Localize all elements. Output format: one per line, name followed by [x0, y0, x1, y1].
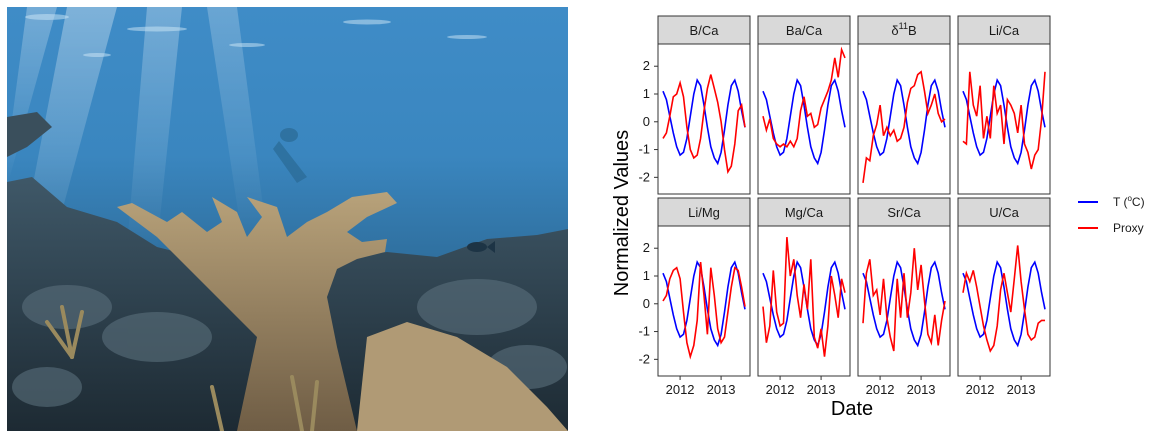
x-tick-label-2013: 2013: [807, 382, 836, 397]
x-tick-label-2012: 2012: [666, 382, 695, 397]
temperature-line-b-ca: [662, 78, 746, 166]
x-tick-label-2012: 2012: [766, 382, 795, 397]
rock-texture: [12, 279, 567, 407]
snorkeler-silhouette: [273, 128, 307, 183]
y-tick-label-1--2: -2: [638, 351, 650, 366]
panel-strip-li-mg: [657, 197, 751, 227]
panel-frame--11b: [857, 43, 951, 195]
panel-frame-ba-ca: [757, 43, 851, 195]
panel-label-li-ca: Li/Ca: [989, 23, 1020, 38]
panel-label-u-ca: U/Ca: [989, 205, 1019, 220]
legend-label-temperature: T (oC): [1113, 194, 1145, 209]
y-tick-label-0-2: 2: [643, 58, 650, 73]
panel-strip--11b: [857, 15, 951, 45]
temperature-line-sr-ca: [862, 260, 946, 348]
proxy-line-mg-ca: [762, 237, 846, 357]
y-tick-label-0-0: 0: [643, 114, 650, 129]
panel-label-li-mg: Li/Mg: [688, 205, 720, 220]
proxy-line-u-ca: [962, 245, 1045, 353]
temperature-line-li-ca: [962, 78, 1046, 166]
proxy-line--11b: [862, 70, 946, 184]
y-tick-label-1-2: 2: [643, 240, 650, 255]
elkhorn-coral: [117, 192, 568, 431]
panel-sr-ca: Sr/Ca: [857, 197, 951, 377]
panel-strip-sr-ca: [857, 197, 951, 227]
chart-panels: B/Ca Ba/Ca δ11B Li/Ca Li/Mg Mg/Ca Sr/Ca U/Ca: [657, 15, 1051, 377]
x-tick-label-2013: 2013: [1007, 382, 1036, 397]
legend-label-proxy: Proxy: [1113, 221, 1144, 235]
y-tick-label-1-1: 1: [643, 268, 650, 283]
temperature-line-u-ca: [962, 260, 1046, 348]
fish: [467, 241, 495, 253]
y-tick-label-0--1: -1: [638, 142, 650, 157]
proxy-line-li-mg: [662, 262, 746, 360]
proxy-line-ba-ca: [762, 46, 846, 149]
temperature-line-ba-ca: [762, 78, 846, 166]
panel-strip-mg-ca: [757, 197, 851, 227]
left-rock-outcrop: [7, 112, 52, 157]
x-tick-label-2013: 2013: [907, 382, 936, 397]
proxy-line-li-ca: [962, 71, 1046, 170]
y-tick-label-0--2: -2: [638, 169, 650, 184]
panel-label-b-ca: B/Ca: [690, 23, 720, 38]
proxy-line-sr-ca: [862, 248, 946, 352]
panel-strip-u-ca: [957, 197, 1051, 227]
panel-frame-mg-ca: [757, 225, 851, 377]
panel-mg-ca: Mg/Ca: [757, 197, 851, 377]
y-axes: 2 1 0 -1 -2 2 1 0 -1 -2: [638, 58, 658, 366]
y-tick-label-1--1: -1: [638, 324, 650, 339]
x-tick-label-2012: 2012: [866, 382, 895, 397]
panel-label-sr-ca: Sr/Ca: [887, 205, 921, 220]
panel-li-ca: Li/Ca: [957, 15, 1051, 195]
sea-fans: [45, 305, 319, 431]
y-axis-title: Normalized Values: [611, 130, 633, 296]
panel-b-ca: B/Ca: [657, 15, 751, 195]
y-tick-label-0-1: 1: [643, 86, 650, 101]
panel-frame-sr-ca: [857, 225, 951, 377]
water-surface: [25, 14, 487, 57]
faceted-line-chart: B/Ca Ba/Ca δ11B Li/Ca Li/Mg Mg/Ca Sr/Ca U/Ca 2 1…: [611, 15, 1145, 420]
x-axis: 2012 2013 2012 2013 2012 2013 2012 2013: [666, 376, 1036, 397]
panel-frame-u-ca: [957, 225, 1051, 377]
panel-label-mg-ca: Mg/Ca: [785, 205, 824, 220]
temperature-line-li-mg: [662, 260, 746, 348]
y-tick-label-1-0: 0: [643, 296, 650, 311]
x-axis-title: Date: [831, 398, 873, 420]
coral-reef-photo: [7, 7, 568, 431]
proxy-line-b-ca: [662, 74, 746, 175]
x-tick-label-2013: 2013: [707, 382, 736, 397]
temperature-line--11b: [862, 78, 946, 166]
panel-label--11b: δ11B: [891, 21, 916, 38]
panel-frame-b-ca: [657, 43, 751, 195]
panel-u-ca: U/Ca: [957, 197, 1051, 377]
panel-ba-ca: Ba/Ca: [757, 15, 851, 195]
panel-li-mg: Li/Mg: [657, 197, 751, 377]
legend: T (oC) Proxy: [1078, 194, 1145, 235]
x-tick-label-2012: 2012: [966, 382, 995, 397]
panel--11b: δ11B: [857, 15, 951, 195]
panel-label-ba-ca: Ba/Ca: [786, 23, 823, 38]
panel-frame-li-ca: [957, 43, 1051, 195]
